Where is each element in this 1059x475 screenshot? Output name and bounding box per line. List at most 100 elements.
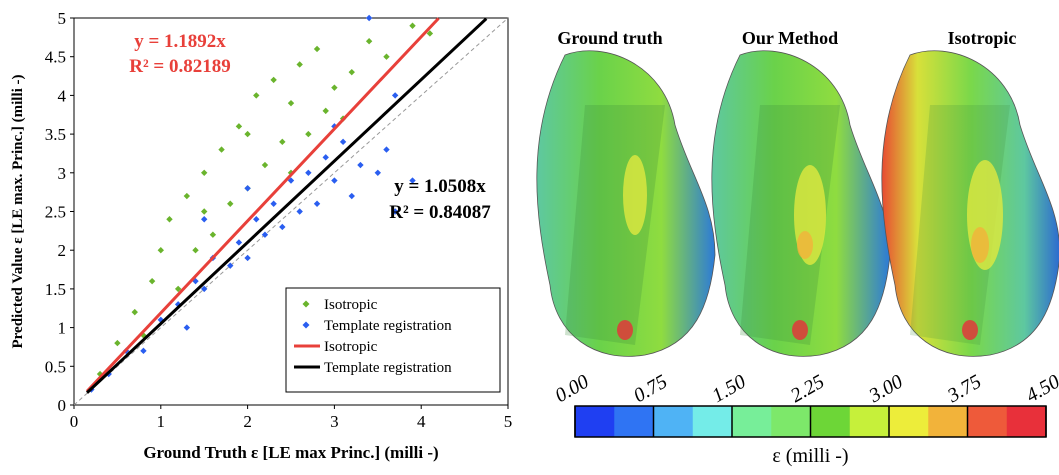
color-block xyxy=(732,406,772,437)
data-point xyxy=(244,130,251,138)
data-point xyxy=(313,200,321,207)
panel-title: Our Method xyxy=(742,28,838,48)
y-tick-label: 4.5 xyxy=(45,48,66,67)
y-tick-label: 3 xyxy=(58,164,67,183)
color-block xyxy=(889,406,929,437)
legend-label: Isotropic xyxy=(324,297,378,313)
panel-title: Ground truth xyxy=(557,28,662,48)
data-point xyxy=(391,92,399,99)
colorbar-tick-label: 0.00 xyxy=(551,371,592,408)
data-point xyxy=(157,247,164,254)
legend-label: Template registration xyxy=(324,318,452,334)
color-block xyxy=(614,406,654,437)
render xyxy=(711,50,891,357)
y-tick-label: 0.5 xyxy=(45,357,66,376)
data-point xyxy=(331,84,338,91)
color-block xyxy=(1006,406,1047,437)
data-point xyxy=(374,169,381,176)
data-point xyxy=(183,192,191,200)
colorbar-tick-label: 0.75 xyxy=(630,371,671,408)
data-point xyxy=(261,161,269,169)
data-point xyxy=(365,38,373,45)
annotation: y = 1.0508x xyxy=(394,176,486,197)
color-block xyxy=(771,406,811,437)
annotation: R² = 0.84087 xyxy=(389,202,491,223)
data-point xyxy=(227,200,234,207)
data-point xyxy=(140,347,147,355)
color-block xyxy=(692,406,733,437)
data-point xyxy=(331,177,338,184)
data-point xyxy=(296,208,303,215)
render xyxy=(881,50,1059,357)
data-point xyxy=(201,208,208,215)
colorbar-tick-label: 4.50 xyxy=(1022,371,1059,408)
data-point xyxy=(183,324,191,331)
trend-line xyxy=(85,17,440,393)
trend-line xyxy=(85,17,488,394)
color-block xyxy=(849,406,890,437)
color-block xyxy=(575,406,615,437)
data-point xyxy=(348,192,355,200)
colorbar-tick-label: 2.25 xyxy=(787,371,828,408)
data-point xyxy=(409,177,416,184)
data-point xyxy=(148,277,156,285)
data-point xyxy=(322,154,329,161)
data-point xyxy=(235,123,243,130)
data-point xyxy=(322,107,329,115)
data-point xyxy=(174,285,182,293)
data-point xyxy=(253,216,260,223)
data-point xyxy=(166,216,173,223)
data-point xyxy=(218,146,225,153)
data-point xyxy=(287,177,295,184)
color-block xyxy=(928,406,968,437)
data-point xyxy=(253,92,260,99)
y-tick-label: 5 xyxy=(58,9,67,28)
data-point xyxy=(270,200,277,207)
data-point xyxy=(244,254,251,262)
data-point xyxy=(305,169,312,176)
data-point xyxy=(383,146,390,153)
colorbar-label: ε (milli -) xyxy=(772,445,848,467)
data-point xyxy=(409,22,416,29)
data-point xyxy=(114,339,121,347)
data-point xyxy=(201,169,208,176)
y-tick-label: 2 xyxy=(58,241,67,260)
data-point xyxy=(426,30,434,37)
x-tick-label: 2 xyxy=(243,412,252,431)
data-point xyxy=(305,130,312,138)
x-tick-label: 5 xyxy=(504,412,513,431)
x-axis-label: Ground Truth ε [LE max Princ.] (milli -) xyxy=(143,443,438,462)
data-point xyxy=(279,223,286,231)
y-tick-label: 1.5 xyxy=(45,280,66,299)
x-tick-label: 1 xyxy=(157,412,166,431)
data-point xyxy=(279,138,286,146)
data-point xyxy=(261,231,269,238)
data-point xyxy=(209,231,217,238)
colorbar-tick-label: 3.75 xyxy=(943,371,985,408)
data-point xyxy=(235,239,243,246)
legend-marker xyxy=(302,321,310,329)
y-axis-label: Predicted Value ε [LE max. Princ.] (mill… xyxy=(10,74,26,348)
legend-label: Isotropic xyxy=(324,339,378,355)
data-point xyxy=(365,14,373,22)
y-tick-label: 3.5 xyxy=(45,125,66,144)
annotation: R² = 0.82189 xyxy=(129,56,231,77)
y-tick-label: 0 xyxy=(58,396,67,415)
data-point xyxy=(131,308,138,316)
data-point xyxy=(227,262,234,269)
renders xyxy=(536,50,1059,357)
data-point xyxy=(348,68,355,76)
render xyxy=(536,50,716,357)
data-point xyxy=(313,45,321,53)
legend-marker xyxy=(302,300,310,308)
y-tick-label: 2.5 xyxy=(45,203,66,222)
data-point xyxy=(201,216,208,223)
data-point xyxy=(244,185,251,192)
colorbar-tick-label: 1.50 xyxy=(708,371,749,408)
x-tick-label: 4 xyxy=(417,412,426,431)
data-point xyxy=(357,161,364,169)
y-tick-label: 1 xyxy=(58,319,67,338)
data-point xyxy=(391,208,399,215)
data-point xyxy=(201,285,208,293)
